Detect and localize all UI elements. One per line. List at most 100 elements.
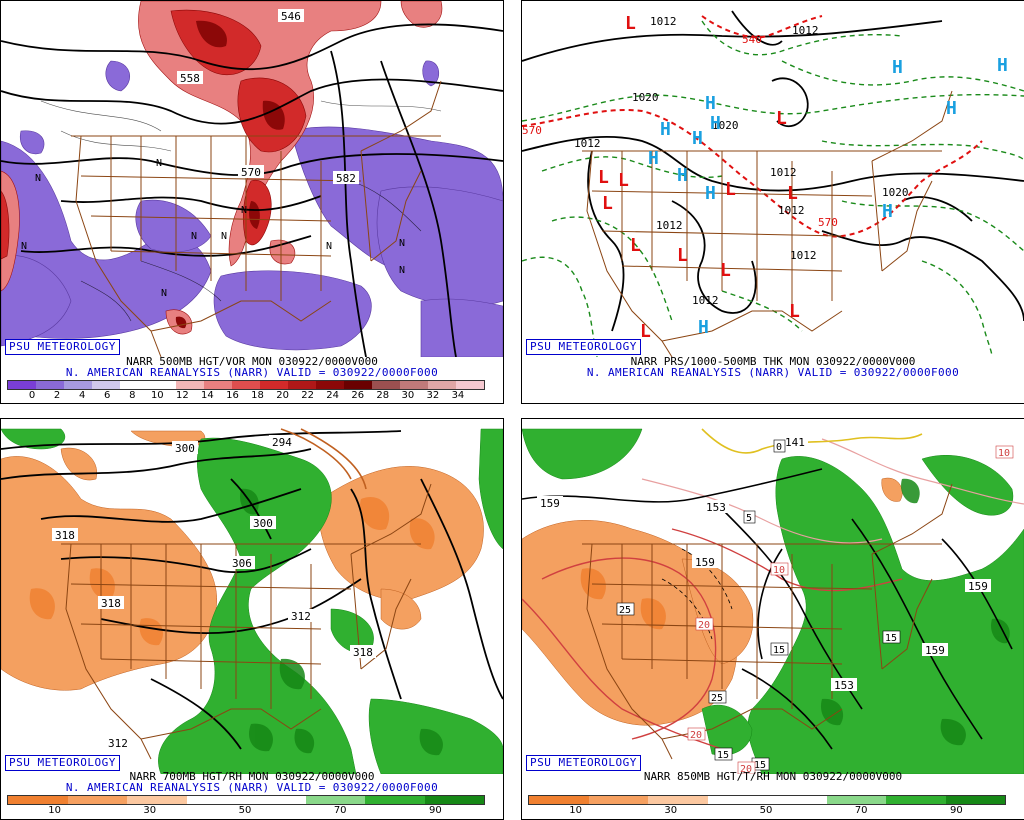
colorbar-swatch [8,381,36,389]
colorbar-tick-label: 6 [104,390,111,401]
colorbar-tick-label: 34 [451,390,465,401]
colorbar-swatch [246,796,306,804]
colorbar-swatch [344,381,372,389]
colorbar-swatch [204,381,232,389]
thickness-label: 570 [522,124,542,137]
high-pressure-marker: H [997,55,1008,76]
colorbar-swatch [886,796,946,804]
panel-caption-valid: N. AMERICAN REANALYSIS (NARR) VALID = 03… [65,781,439,794]
colorbar-swatch [456,381,484,389]
vorticity-min-marker: N [399,238,405,249]
low-pressure-marker: L [625,13,636,34]
low-pressure-marker: L [677,245,688,266]
panel-500mb-vorticity: 546 558 570 582 N N N N N N N N N N PSU … [0,0,504,404]
temperature-label: 20 [698,620,710,631]
colorbar-swatch [648,796,708,804]
panel-caption-valid: N. AMERICAN REANALYSIS (NARR) VALID = 03… [65,366,439,379]
psu-meteorology-logo: PSU METEOROLOGY [5,755,120,771]
vorticity-min-marker: N [221,231,227,242]
colorbar-tick-label: 16 [226,390,239,401]
colorbar-swatch [529,796,589,804]
low-pressure-marker: L [776,108,787,129]
thickness-label: 540 [742,33,762,46]
contour-label: 294 [272,436,292,449]
temp850-map: 141 159 159 153 159 153 159 0 5 10 10 15 [522,419,1024,774]
colorbar-tick-label: 18 [251,390,264,401]
colorbar-swatch [428,381,456,389]
vorticity-min-marker: N [399,265,405,276]
colorbar-tick-label: 26 [351,390,365,401]
colorbar-tick-label: 22 [301,390,314,401]
contour-label: 312 [108,737,128,750]
temperature-label: 5 [746,513,752,524]
vorticity-min-marker: N [326,241,332,252]
colorbar-ticks: 10 30 50 70 90 [528,805,1004,817]
high-pressure-marker: H [946,98,957,119]
contour-label: 159 [695,556,715,569]
isobar-label: 1012 [790,249,817,262]
colorbar-tick-label: 28 [376,390,390,401]
colorbar-tick-label: 20 [276,390,289,401]
thickness-label: 570 [818,216,838,229]
vorticity-min-marker: N [161,288,167,299]
contour-label: 318 [101,597,121,610]
colorbar-swatch [64,381,92,389]
colorbar-tick-label: 90 [429,805,442,816]
colorbar-swatch [707,796,767,804]
colorbar-swatch [260,381,288,389]
high-pressure-marker: H [660,119,671,140]
colorbar-swatch [767,796,827,804]
temperature-label: 15 [717,750,729,761]
contour-label: 306 [232,557,252,570]
contour-label: 558 [180,72,200,85]
low-pressure-marker: L [789,301,800,322]
colorbar-tick-label: 8 [129,390,136,401]
colorbar-tick-label: 50 [238,805,252,816]
isobar-label: 1020 [712,119,739,132]
panel-caption-title: NARR 700MB HGT/RH MON 030922/0000V000 [129,770,375,783]
isobar-label: 1012 [692,294,719,307]
colorbar-swatch [232,381,260,389]
temperature-label: 10 [773,565,785,576]
isobar-label: 1012 [650,15,677,28]
colorbar-swatch [588,796,648,804]
colorbar-swatch [945,796,1005,804]
panel-700mb-rh: 294 300 306 312 318 318 318 312 300 PSU … [0,418,504,820]
colorbar-swatch [127,796,187,804]
isobar-label: 1020 [882,186,909,199]
colorbar-swatch [36,381,64,389]
vorticity-min-marker: N [156,158,162,169]
colorbar-swatch [372,381,400,389]
contour-label: 570 [241,166,261,179]
panel-caption-title: NARR 500MB HGT/VOR MON 030922/0000V000 [126,355,378,368]
low-pressure-marker: L [602,193,613,214]
contour-label: 318 [55,529,75,542]
high-pressure-marker: H [705,93,716,114]
vorticity-min-marker: N [241,205,247,216]
temperature-label: 0 [776,442,782,453]
contour-label: 546 [281,10,301,23]
high-pressure-marker: H [892,57,903,78]
high-pressure-marker: H [705,183,716,204]
temperature-label: 15 [773,645,785,656]
psu-meteorology-logo: PSU METEOROLOGY [526,339,641,355]
low-pressure-marker: L [630,235,641,256]
panel-caption-title: NARR PRS/1000-500MB THK MON 030922/0000V… [630,355,916,368]
colorbar-swatch [316,381,344,389]
contour-label: 318 [353,646,373,659]
contour-label: 153 [834,679,854,692]
colorbar-swatch [176,381,204,389]
colorbar-tick-label: 90 [950,805,963,816]
panel-850mb-temp-rh: 141 159 159 153 159 153 159 0 5 10 10 15 [521,418,1024,820]
high-pressure-marker: H [698,317,709,338]
colorbar-tick-label: 0 [28,390,36,401]
isobar-label: 1012 [574,137,601,150]
low-pressure-marker: L [598,167,609,188]
colorbar-tick-label: 30 [143,805,157,816]
colorbar-swatch [8,796,68,804]
contour-label: 159 [925,644,945,657]
contour-label: 159 [540,497,560,510]
vorticity-min-marker: N [35,173,41,184]
temperature-label: 15 [754,760,766,771]
panel-pressure-thickness: 1012 1020 1020 1012 1012 1012 1020 1012 … [521,0,1024,404]
